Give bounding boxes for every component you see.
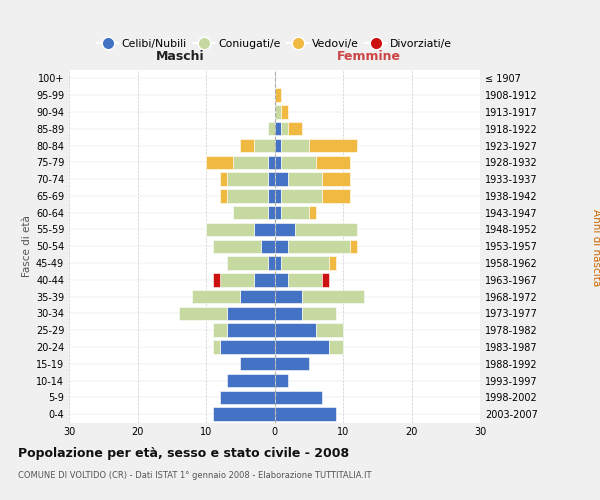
- Bar: [227, 306, 275, 320]
- Bar: [268, 189, 275, 202]
- Bar: [268, 256, 275, 270]
- Bar: [227, 172, 268, 186]
- Bar: [281, 256, 329, 270]
- Text: Popolazione per età, sesso e stato civile - 2008: Popolazione per età, sesso e stato civil…: [18, 448, 349, 460]
- Legend: Celibi/Nubili, Coniugati/e, Vedovi/e, Divorziati/e: Celibi/Nubili, Coniugati/e, Vedovi/e, Di…: [92, 35, 457, 54]
- Bar: [227, 374, 275, 387]
- Bar: [275, 240, 288, 253]
- Bar: [254, 139, 275, 152]
- Bar: [275, 340, 329, 353]
- Bar: [288, 273, 322, 286]
- Bar: [275, 390, 322, 404]
- Bar: [227, 256, 268, 270]
- Bar: [268, 206, 275, 220]
- Bar: [322, 189, 350, 202]
- Bar: [302, 306, 336, 320]
- Bar: [275, 324, 316, 337]
- Bar: [316, 156, 350, 169]
- Bar: [240, 139, 254, 152]
- Bar: [220, 273, 254, 286]
- Bar: [322, 273, 329, 286]
- Bar: [275, 273, 288, 286]
- Bar: [281, 139, 309, 152]
- Bar: [329, 340, 343, 353]
- Bar: [275, 290, 302, 304]
- Bar: [213, 408, 275, 421]
- Bar: [179, 306, 227, 320]
- Bar: [309, 206, 316, 220]
- Bar: [233, 206, 268, 220]
- Bar: [213, 240, 261, 253]
- Bar: [275, 223, 295, 236]
- Bar: [275, 306, 302, 320]
- Bar: [281, 206, 309, 220]
- Bar: [275, 374, 288, 387]
- Y-axis label: Fasce di età: Fasce di età: [22, 216, 32, 277]
- Bar: [227, 324, 275, 337]
- Bar: [220, 189, 227, 202]
- Text: COMUNE DI VOLTIDO (CR) - Dati ISTAT 1° gennaio 2008 - Elaborazione TUTTITALIA.IT: COMUNE DI VOLTIDO (CR) - Dati ISTAT 1° g…: [18, 471, 371, 480]
- Bar: [288, 172, 322, 186]
- Bar: [206, 156, 233, 169]
- Bar: [316, 324, 343, 337]
- Bar: [275, 106, 281, 118]
- Bar: [213, 340, 220, 353]
- Bar: [275, 122, 281, 136]
- Bar: [281, 106, 288, 118]
- Bar: [275, 88, 281, 102]
- Bar: [288, 122, 302, 136]
- Bar: [213, 324, 227, 337]
- Bar: [227, 189, 268, 202]
- Bar: [268, 156, 275, 169]
- Bar: [268, 172, 275, 186]
- Bar: [254, 223, 275, 236]
- Bar: [329, 256, 336, 270]
- Bar: [281, 189, 322, 202]
- Bar: [220, 172, 227, 186]
- Bar: [302, 290, 364, 304]
- Bar: [281, 122, 288, 136]
- Bar: [240, 290, 275, 304]
- Bar: [213, 273, 220, 286]
- Bar: [275, 156, 281, 169]
- Bar: [275, 206, 281, 220]
- Bar: [233, 156, 268, 169]
- Bar: [254, 273, 275, 286]
- Text: Maschi: Maschi: [155, 50, 204, 63]
- Bar: [275, 139, 281, 152]
- Bar: [275, 357, 309, 370]
- Bar: [261, 240, 275, 253]
- Bar: [350, 240, 357, 253]
- Bar: [193, 290, 240, 304]
- Bar: [275, 408, 336, 421]
- Bar: [220, 390, 275, 404]
- Bar: [288, 240, 350, 253]
- Bar: [268, 122, 275, 136]
- Bar: [220, 340, 275, 353]
- Bar: [281, 156, 316, 169]
- Bar: [275, 189, 281, 202]
- Bar: [322, 172, 350, 186]
- Bar: [240, 357, 275, 370]
- Bar: [309, 139, 356, 152]
- Text: Femmine: Femmine: [337, 50, 401, 63]
- Bar: [275, 256, 281, 270]
- Bar: [275, 172, 288, 186]
- Bar: [295, 223, 356, 236]
- Text: Anni di nascita: Anni di nascita: [591, 209, 600, 286]
- Bar: [206, 223, 254, 236]
